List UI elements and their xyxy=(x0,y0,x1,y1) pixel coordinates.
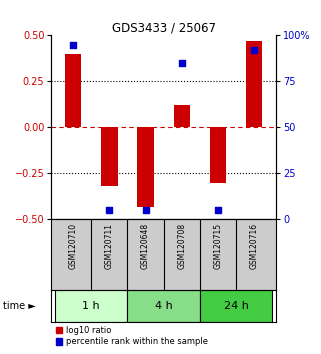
Text: 24 h: 24 h xyxy=(224,301,249,311)
Bar xyxy=(127,290,200,322)
Text: 4 h: 4 h xyxy=(155,301,173,311)
Bar xyxy=(174,105,190,127)
Bar xyxy=(246,41,263,127)
Point xyxy=(252,47,257,53)
Text: 1 h: 1 h xyxy=(82,301,100,311)
Text: GSM120716: GSM120716 xyxy=(250,223,259,269)
Text: GSM120648: GSM120648 xyxy=(141,223,150,269)
Title: GDS3433 / 25067: GDS3433 / 25067 xyxy=(112,21,216,34)
Point xyxy=(143,207,148,213)
Bar xyxy=(55,290,127,322)
Point xyxy=(179,60,184,66)
Text: GSM120715: GSM120715 xyxy=(213,223,222,269)
Text: time ►: time ► xyxy=(3,301,36,311)
Bar xyxy=(210,127,226,183)
Bar xyxy=(137,127,154,207)
Point xyxy=(107,207,112,213)
Text: GSM120708: GSM120708 xyxy=(177,223,186,269)
Legend: log10 ratio, percentile rank within the sample: log10 ratio, percentile rank within the … xyxy=(56,326,208,346)
Bar xyxy=(200,290,273,322)
Text: GSM120710: GSM120710 xyxy=(69,223,78,269)
Text: GSM120711: GSM120711 xyxy=(105,223,114,269)
Bar xyxy=(101,127,117,186)
Point xyxy=(215,207,221,213)
Point xyxy=(71,42,76,47)
Bar xyxy=(65,54,81,127)
